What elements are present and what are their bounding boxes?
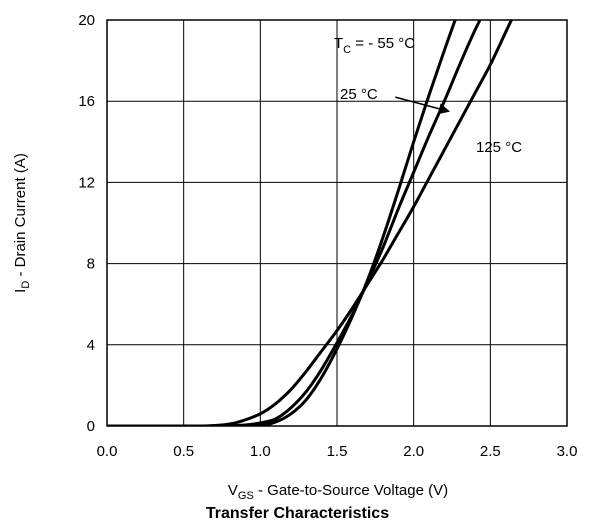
y-tick-label: 8 (87, 256, 95, 273)
x-tick-labels: 0.0 0.5 1.0 1.5 2.0 2.5 3.0 (97, 443, 578, 460)
annotation-leader-arrow (395, 96, 451, 115)
y-tick-label: 20 (78, 12, 95, 29)
series-line-1 (107, 20, 482, 426)
x-axis-label: VGS - Gate-to-Source Voltage (V) (228, 482, 448, 500)
y-tick-label: 12 (78, 174, 95, 191)
grid-lines (106, 19, 568, 427)
y-tick-label: 16 (78, 93, 95, 110)
series-line-2 (107, 20, 514, 426)
y-tick-label: 0 (87, 418, 95, 435)
x-tick-label: 2.0 (403, 443, 424, 460)
curves (107, 20, 514, 426)
x-tick-label: 0.0 (97, 443, 118, 460)
y-tick-labels: 0 4 8 12 16 20 (78, 12, 95, 435)
x-tick-label: 1.5 (327, 443, 348, 460)
x-tick-label: 2.5 (480, 443, 501, 460)
x-tick-label: 3.0 (557, 443, 578, 460)
annotation-tc-minus55: TC = - 55 °C (334, 35, 415, 56)
annotation-25c: 25 °C (340, 86, 378, 103)
annotation-125c: 125 °C (476, 139, 522, 156)
series-line-0 (107, 20, 457, 426)
y-tick-label: 4 (87, 337, 95, 354)
x-tick-label: 0.5 (173, 443, 194, 460)
transfer-characteristics-chart: 0.0 0.5 1.0 1.5 2.0 2.5 3.0 0 4 8 12 16 20 TC = - 5… (12, 12, 578, 500)
figure-caption: Transfer Characteristics (205, 505, 390, 522)
y-axis-label: ID - Drain Current (A) (12, 153, 32, 293)
x-tick-label: 1.0 (250, 443, 271, 460)
plot-frame (106, 19, 568, 427)
